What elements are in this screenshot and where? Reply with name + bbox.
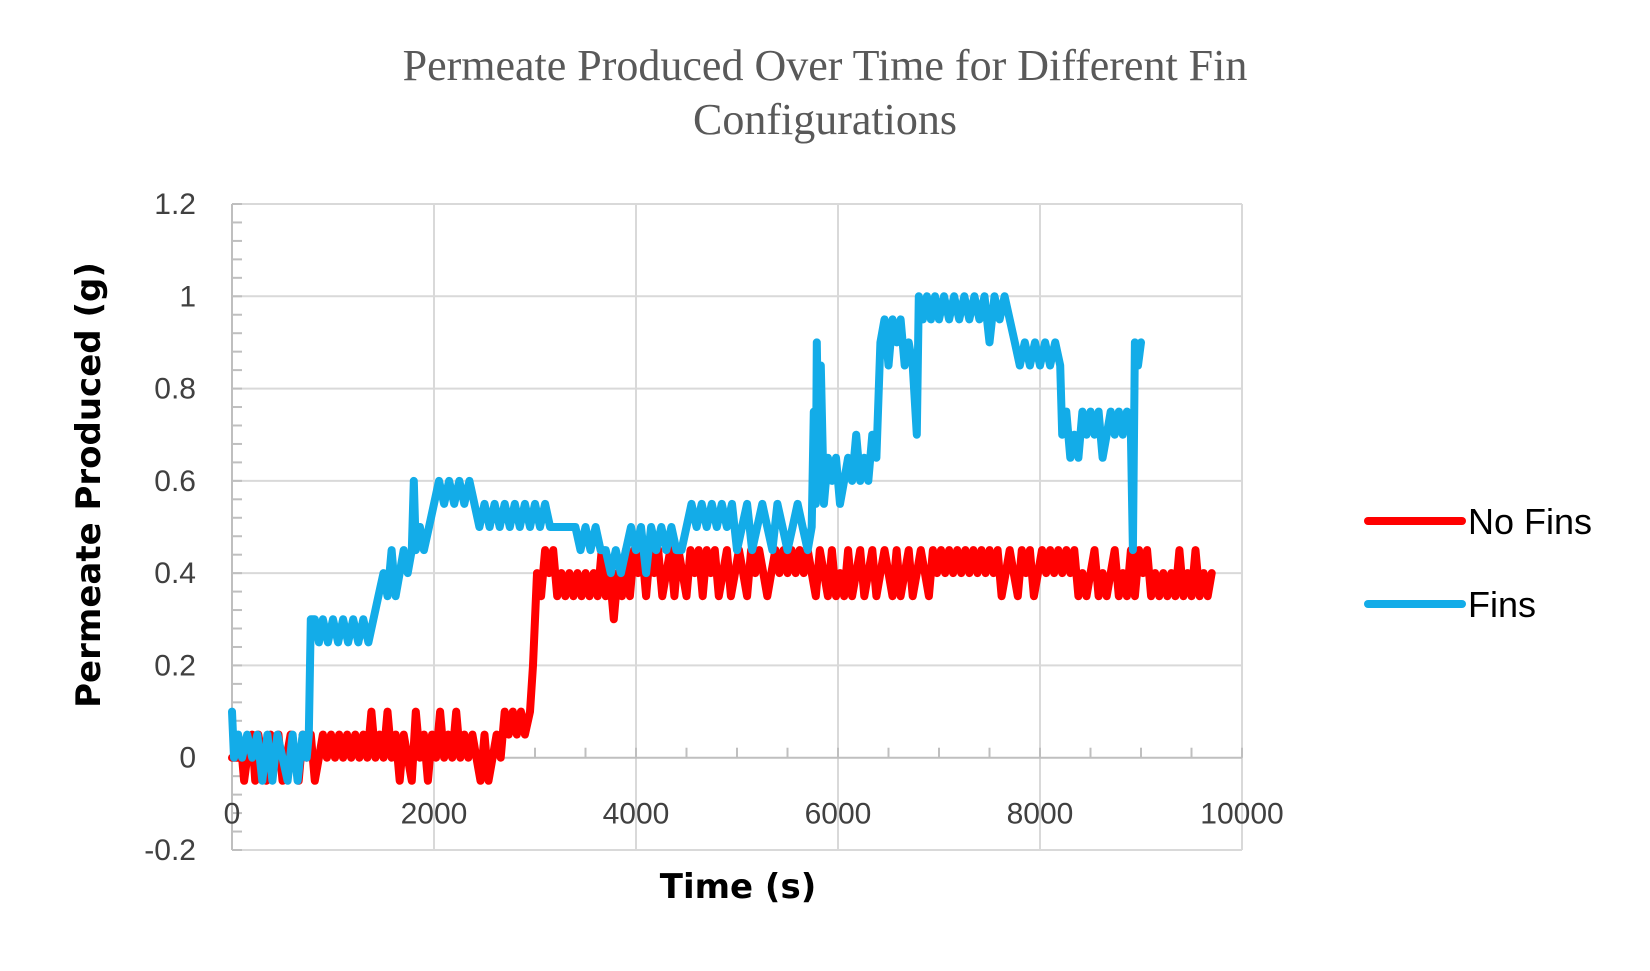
- y-tick-label: 1.2: [154, 188, 196, 221]
- y-axis-title: Permeate Produced (g): [69, 262, 109, 708]
- y-tick-label: 0.8: [154, 373, 196, 406]
- series-lines: [228, 292, 1216, 785]
- chart-title-line-1: Permeate Produced Over Time for Differen…: [403, 41, 1248, 90]
- series-line-fins: [228, 292, 1145, 785]
- chart-title-line-2: Configurations: [693, 95, 957, 144]
- series-line-no-fins: [228, 546, 1216, 785]
- tick-labels: -0.2 0 0.2 0.4 0.6 0.8 1 1.2 0 2000 4000 6000 8000 10…: [144, 188, 1283, 867]
- x-tick-label: 0: [224, 798, 241, 831]
- legend: No Fins Fins: [1364, 501, 1592, 625]
- y-tick-label: 0.6: [154, 465, 196, 498]
- legend-label-fins: Fins: [1468, 584, 1536, 625]
- x-tick-label: 8000: [1007, 798, 1074, 831]
- x-tick-label: 4000: [603, 798, 670, 831]
- y-tick-label: 0.4: [154, 557, 196, 590]
- legend-label-no-fins: No Fins: [1468, 501, 1592, 542]
- y-tick-label: 1: [179, 280, 196, 313]
- x-tick-label: 2000: [401, 798, 468, 831]
- y-tick-label: -0.2: [144, 834, 196, 867]
- y-tick-label: 0: [179, 742, 196, 775]
- x-axis-title: Time (s): [660, 867, 817, 907]
- y-tick-label: 0.2: [154, 649, 196, 682]
- x-tick-label: 6000: [805, 798, 872, 831]
- x-tick-label: 10000: [1200, 798, 1283, 831]
